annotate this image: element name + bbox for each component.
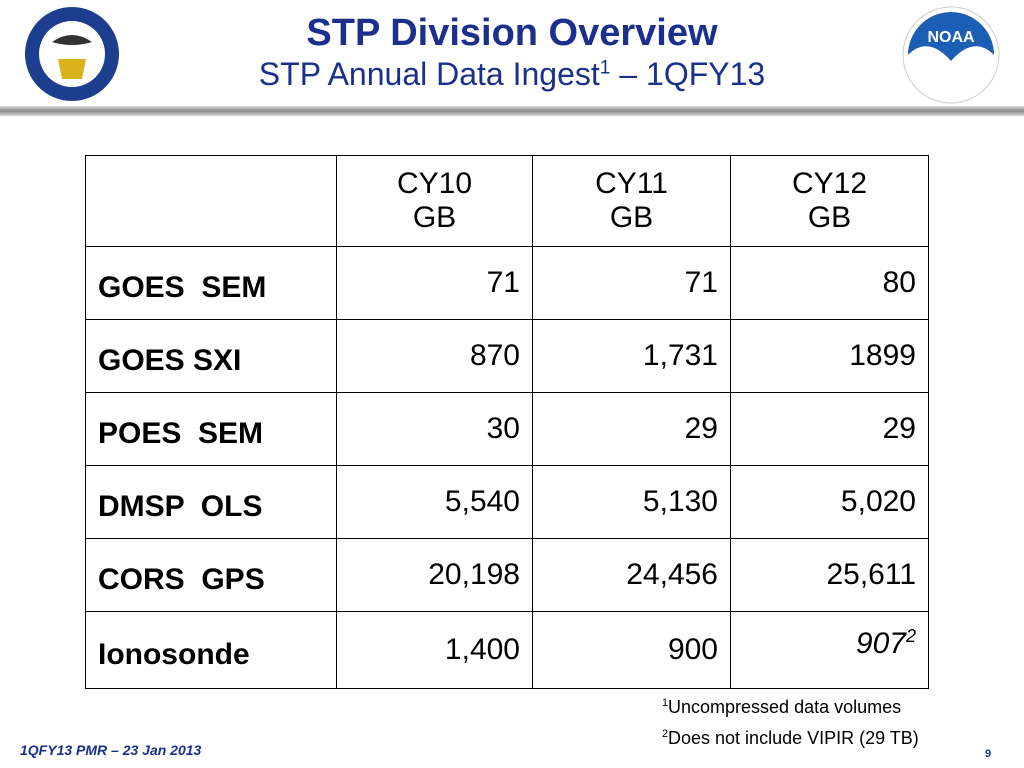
cell-value: 71 — [684, 266, 718, 299]
subtitle: STP Annual Data Ingest1 – 1QFY13 — [0, 56, 1024, 93]
cell: 24,456 — [532, 538, 731, 612]
cell-value: 30 — [486, 412, 520, 445]
subtitle-sup: 1 — [599, 57, 611, 79]
cell: 900 — [532, 611, 731, 689]
cell-note: 2 — [905, 626, 916, 646]
column-year: CY10 — [396, 167, 473, 200]
footnote-text: Does not include VIPIR (29 TB) — [668, 728, 919, 748]
cell: 5,130 — [532, 465, 731, 539]
column-unit: GB — [609, 201, 654, 234]
cell: 71 — [532, 246, 731, 320]
header-row: CY10 GB CY11 GB CY12 GB — [85, 155, 929, 247]
cell-value: 20,198 — [428, 558, 520, 591]
title: STP Division Overview — [306, 12, 718, 54]
footnote-mark: 1 — [662, 697, 669, 709]
cell-value: 5,540 — [444, 485, 520, 518]
cell: 80 — [730, 246, 929, 320]
subtitle-suffix: – 1QFY13 — [619, 56, 766, 92]
footnotes: 1Uncompressed data volumes 2Does not incl… — [662, 690, 919, 752]
seal-center — [39, 21, 105, 87]
cell: 71 — [336, 246, 533, 320]
cell-value: 1,400 — [444, 633, 520, 666]
cell: 1,731 — [532, 319, 731, 393]
cell-value: 870 — [469, 339, 520, 372]
cell-value: 24,456 — [626, 558, 718, 591]
noaa-sky — [908, 12, 994, 61]
column-header: CY10 GB — [336, 155, 533, 247]
cell: 870 — [336, 319, 533, 393]
cell: 25,611 — [730, 538, 929, 612]
cell-value: 29 — [882, 412, 916, 445]
column-year: CY12 — [791, 167, 868, 200]
cell-value: 80 — [882, 266, 916, 299]
cell-value: 5,130 — [642, 485, 718, 518]
cell: 9072 — [730, 611, 929, 689]
footnote: 2Does not include VIPIR (29 TB) — [662, 721, 919, 752]
cell-value: 900 — [667, 633, 718, 666]
table-row: CORS GPS 20,198 24,456 25,611 — [85, 538, 929, 612]
commerce-seal — [25, 7, 119, 101]
cell: 29 — [532, 392, 731, 466]
row-label: Ionosonde — [85, 611, 337, 689]
cell: 29 — [730, 392, 929, 466]
cell: 30 — [336, 392, 533, 466]
data-table: CY10 GB CY11 GB CY12 GB GOES SEM 71 71 80 GOES SXI… — [85, 155, 929, 689]
column-unit: GB — [412, 201, 457, 234]
footnote-text: Uncompressed data volumes — [668, 697, 902, 717]
row-label: GOES SEM — [85, 246, 337, 320]
cell-value: 907 — [855, 627, 906, 660]
cell: 5,540 — [336, 465, 533, 539]
cell-value: 29 — [684, 412, 718, 445]
row-label: DMSP OLS — [85, 465, 337, 539]
cell: 20,198 — [336, 538, 533, 612]
cell-value: 5,020 — [840, 485, 916, 518]
table-row: POES SEM 30 29 29 — [85, 392, 929, 466]
row-label: GOES SXI — [85, 319, 337, 393]
subtitle-text: STP Annual Data Ingest — [258, 56, 600, 92]
page-number: 9 — [985, 748, 992, 760]
column-header: CY12 GB — [730, 155, 929, 247]
seal-shield — [58, 59, 86, 79]
noaa-text: NOAA — [927, 29, 975, 46]
cell-value: 1899 — [849, 339, 916, 372]
row-label: CORS GPS — [85, 538, 337, 612]
column-header: CY11 GB — [532, 155, 731, 247]
cell: 1899 — [730, 319, 929, 393]
noaa-logo: NOAA — [902, 6, 1000, 104]
column-year: CY11 — [595, 167, 668, 200]
cell: 1,400 — [336, 611, 533, 689]
cell-value: 1,731 — [642, 339, 718, 372]
table-row: GOES SXI 870 1,731 1899 — [85, 319, 929, 393]
corner-cell — [85, 155, 337, 247]
table-row: GOES SEM 71 71 80 — [85, 246, 929, 320]
footer: 1QFY13 PMR – 23 Jan 2013 — [20, 742, 202, 758]
cell-value: 25,611 — [826, 558, 916, 591]
row-label: POES SEM — [85, 392, 337, 466]
footnote-mark: 2 — [662, 728, 669, 740]
cell-value: 71 — [486, 266, 520, 299]
table-row: DMSP OLS 5,540 5,130 5,020 — [85, 465, 929, 539]
table-row: Ionosonde 1,400 900 9072 — [85, 611, 929, 689]
divider — [0, 106, 1024, 116]
footnote: 1Uncompressed data volumes — [662, 690, 919, 721]
seal-eagle — [52, 35, 92, 45]
cell: 5,020 — [730, 465, 929, 539]
column-unit: GB — [807, 201, 852, 234]
